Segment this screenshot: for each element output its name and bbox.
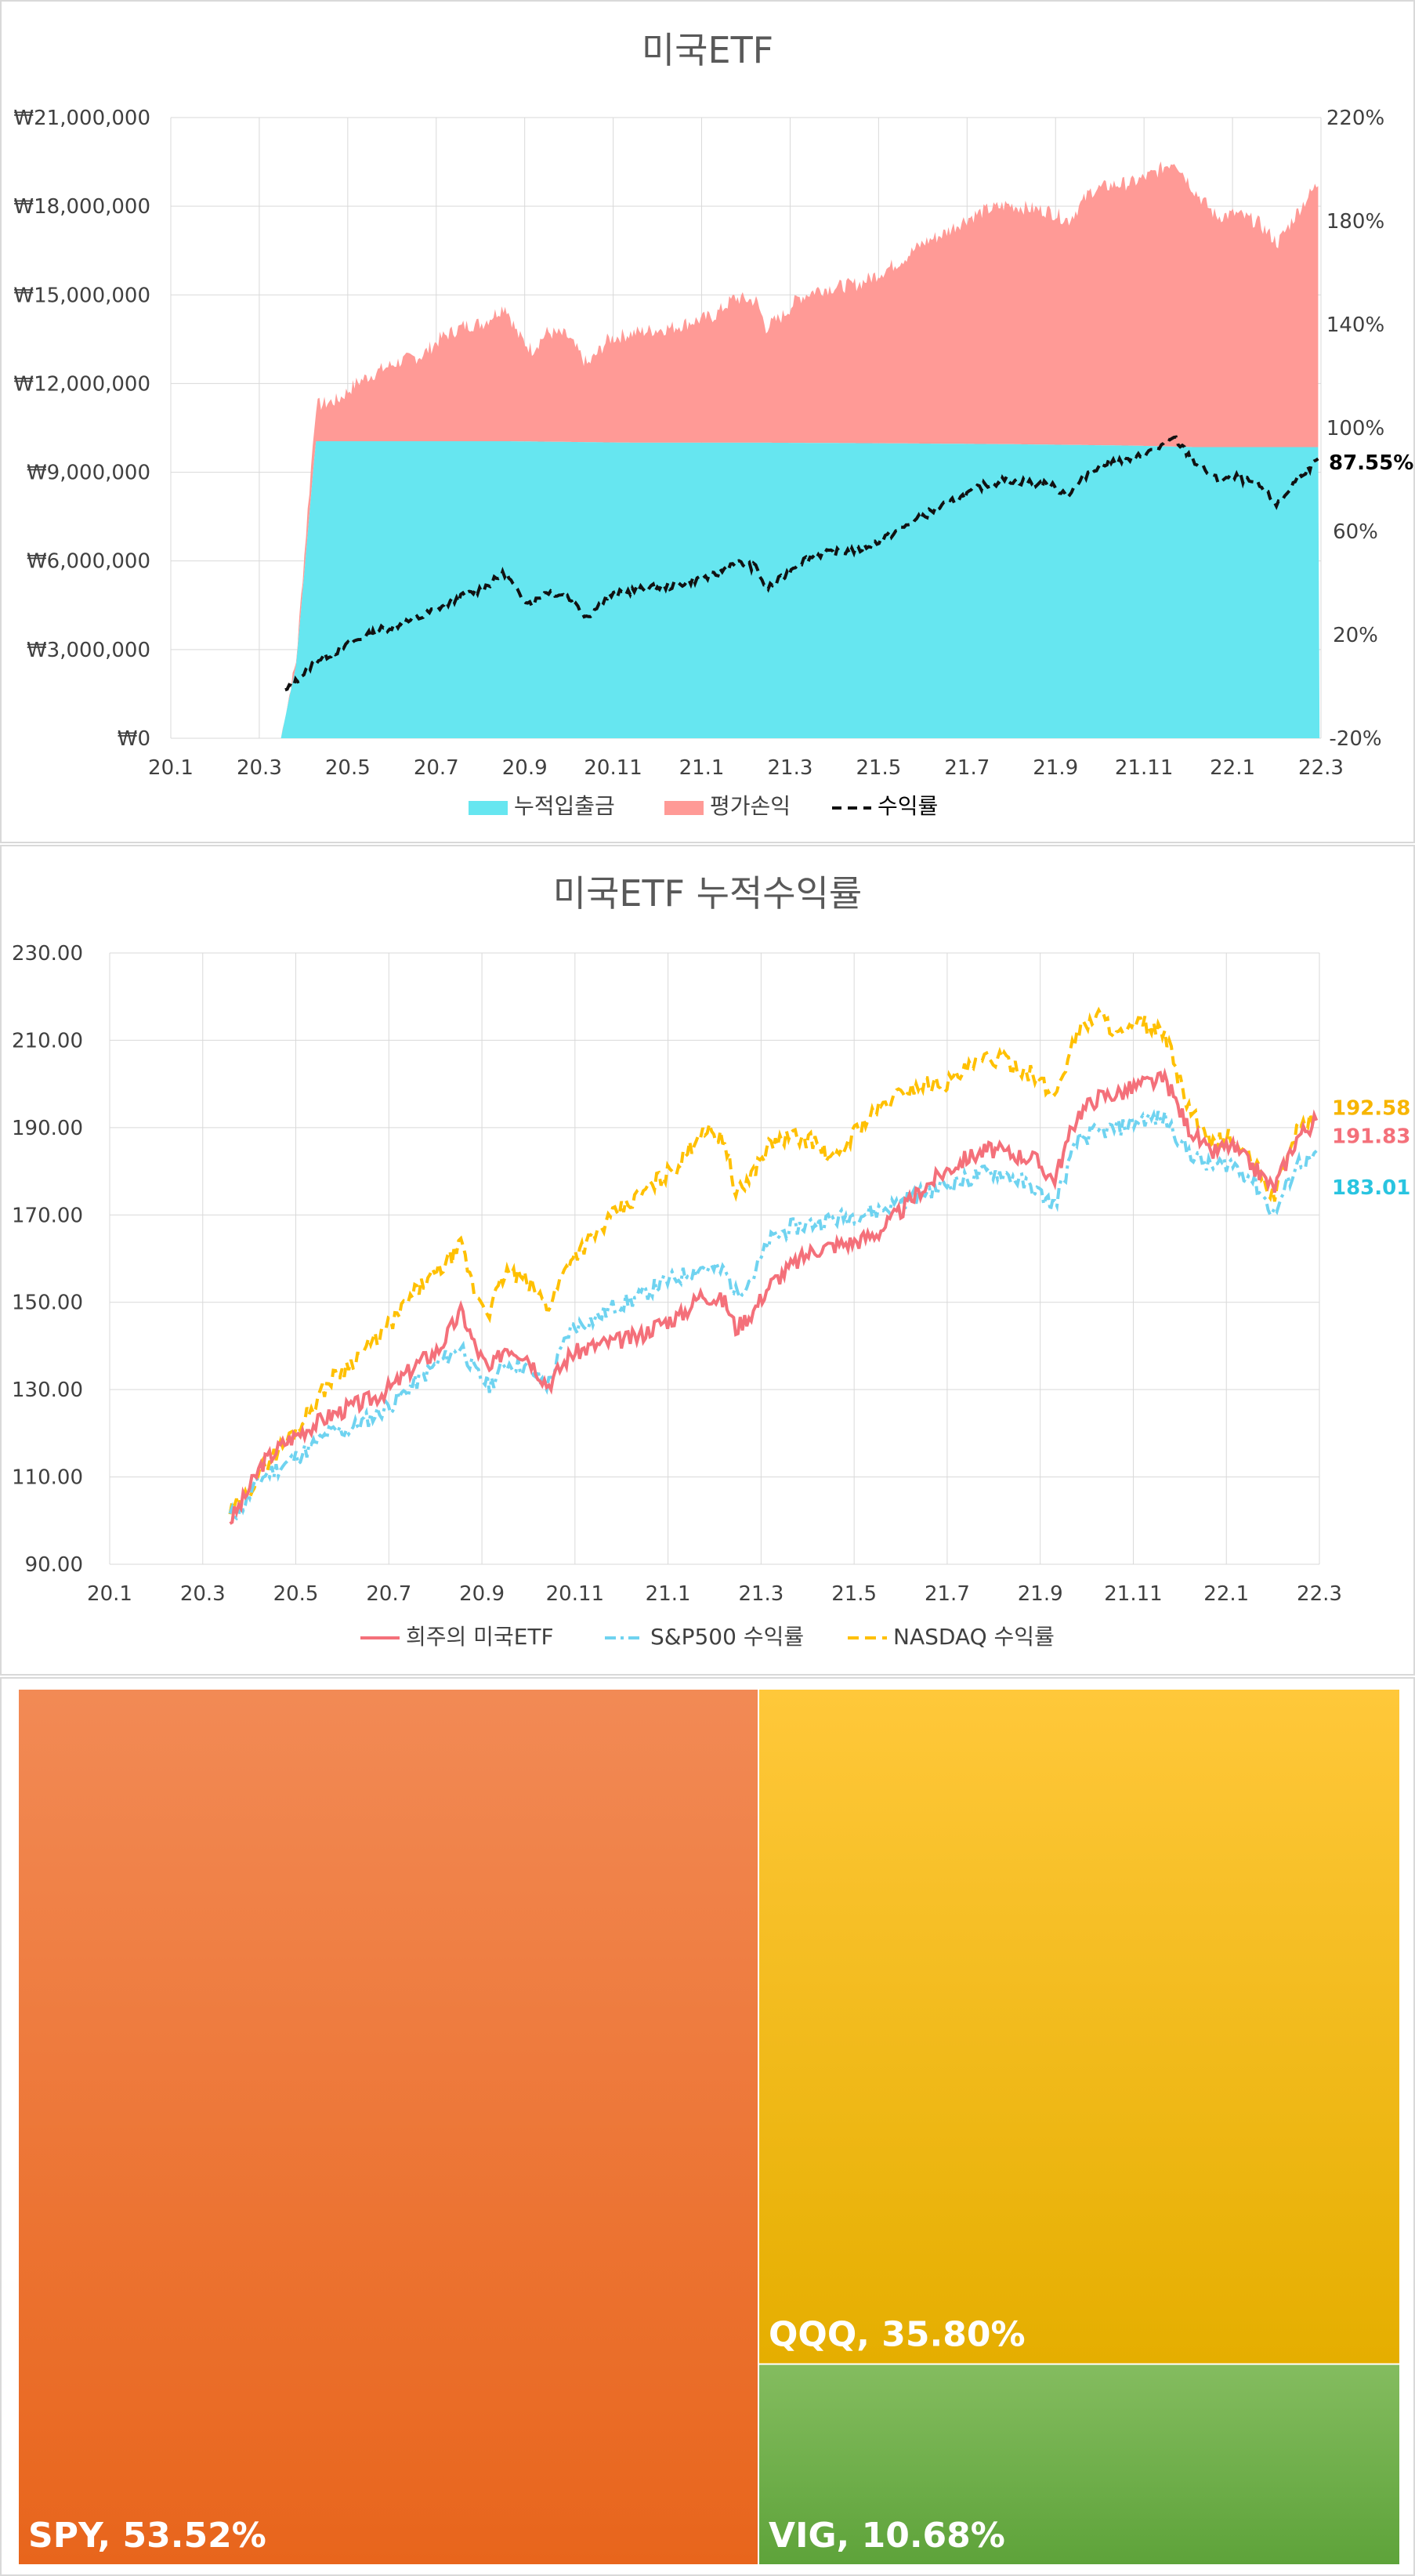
cumulative-return-line-chart: 미국ETF 누적수익률 90.00 110.00 130.00 150.00 170.00… <box>12 872 1410 1650</box>
allocation-treemap: SPY, 53.52% QQQ, 35.80% VIG, 10.68% <box>19 1690 1399 2564</box>
x-tick-label: 20.5 <box>325 756 371 780</box>
y-tick-label: ₩15,000,000 <box>13 284 150 307</box>
legend-swatch-gain <box>664 801 704 815</box>
y2-tick-label: 20% <box>1333 624 1378 647</box>
mine-end-label: 191.83 <box>1332 1125 1410 1149</box>
y-tick-label: ₩18,000,000 <box>13 195 150 219</box>
treemap-cell-spy <box>19 1690 758 2564</box>
y-tick-label: 150.00 <box>12 1292 83 1315</box>
y-tick-label: ₩0 <box>118 727 150 751</box>
y-tick-label: ₩21,000,000 <box>13 107 150 130</box>
x-tick-label: 21.7 <box>944 756 990 780</box>
return-rate-line <box>284 435 1319 692</box>
x-tick-label: 20.9 <box>502 756 548 780</box>
x-tick-label: 22.1 <box>1203 1582 1249 1606</box>
x-tick-label: 21.3 <box>738 1582 783 1606</box>
x-tick-label: 20.7 <box>366 1582 411 1606</box>
sp500-return-line <box>228 1109 1318 1521</box>
nasdaq-end-label: 192.58 <box>1332 1096 1410 1120</box>
treemap-cell-qqq <box>759 1690 1399 2364</box>
y-tick-label: ₩3,000,000 <box>27 639 150 662</box>
x-tick-label: 20.9 <box>459 1582 505 1606</box>
y-tick-label: 170.00 <box>12 1204 83 1227</box>
y-tick-label: ₩6,000,000 <box>27 550 150 574</box>
y2-tick-label: -20% <box>1329 727 1381 751</box>
x-tick-label: 21.9 <box>1033 756 1078 780</box>
x-tick-label: 20.3 <box>180 1582 226 1606</box>
x-tick-label: 21.11 <box>1115 756 1173 780</box>
gain-area <box>280 161 1319 738</box>
y2-tick-label: 220% <box>1326 107 1384 130</box>
x-tick-label: 21.5 <box>856 756 901 780</box>
cumulative-return-panel: 미국ETF 누적수익률 90.00 110.00 130.00 150.00 170.00… <box>0 845 1415 1676</box>
y2-tick-label: 60% <box>1333 520 1378 544</box>
x-tick-label: 21.3 <box>768 756 813 780</box>
chart-title: 미국ETF 누적수익률 <box>553 872 862 915</box>
treemap-cell-vig-label: VIG, 10.68% <box>769 2516 1005 2556</box>
treemap-cell-spy-label: SPY, 53.52% <box>28 2516 266 2556</box>
return-end-label: 87.55% <box>1329 451 1413 475</box>
x-tick-label: 20.11 <box>584 756 642 780</box>
x-tick-label: 20.5 <box>273 1582 319 1606</box>
x-tick-label: 20.3 <box>237 756 282 780</box>
legend-label-mine: 희주의 미국ETF <box>406 1624 554 1650</box>
y-tick-label: ₩12,000,000 <box>13 372 150 396</box>
x-tick-label: 21.1 <box>679 756 725 780</box>
x-tick-label: 21.1 <box>646 1582 691 1606</box>
y2-tick-label: 140% <box>1326 313 1384 337</box>
legend-label-nasdaq: NASDAQ 수익률 <box>893 1624 1055 1650</box>
x-tick-label: 21.5 <box>831 1582 877 1606</box>
x-tick-label: 21.9 <box>1018 1582 1063 1606</box>
x-tick-label: 22.1 <box>1210 756 1255 780</box>
x-tick-label: 20.7 <box>414 756 459 780</box>
y-tick-label: 130.00 <box>12 1379 83 1402</box>
legend-label-gain: 평가손익 <box>710 793 791 819</box>
x-tick-label: 22.3 <box>1297 1582 1342 1606</box>
nasdaq-return-line <box>228 1006 1318 1515</box>
x-tick-label: 21.11 <box>1104 1582 1162 1606</box>
x-tick-label: 20.1 <box>87 1582 132 1606</box>
allocation-treemap-panel: SPY, 53.52% QQQ, 35.80% VIG, 10.68% <box>0 1677 1415 2576</box>
x-tick-label: 21.7 <box>925 1582 970 1606</box>
y-tick-label: 190.00 <box>12 1117 83 1140</box>
legend-label-sp500: S&P500 수익률 <box>650 1624 804 1650</box>
sp500-end-label: 183.01 <box>1332 1176 1410 1200</box>
x-tick-label: 20.1 <box>148 756 194 780</box>
y-tick-label: 210.00 <box>12 1029 83 1053</box>
treemap-cell-qqq-label: QQQ, 35.80% <box>769 2315 1026 2355</box>
portfolio-area-chart: 미국ETF ₩0 ₩3,000,000 ₩6,000,000 ₩9,000,000 ₩12… <box>13 29 1413 819</box>
mine-return-line <box>229 1067 1319 1525</box>
legend-label-return: 수익률 <box>878 793 938 819</box>
legend-label-deposit: 누적입출금 <box>514 793 615 819</box>
deposit-area <box>280 441 1320 738</box>
legend-swatch-deposit <box>469 801 508 815</box>
y-tick-label: 230.00 <box>12 942 83 966</box>
treemap-cell-vig <box>759 2364 1399 2564</box>
y2-tick-label: 180% <box>1326 210 1384 234</box>
portfolio-chart-panel: 미국ETF ₩0 ₩3,000,000 ₩6,000,000 ₩9,000,000 ₩12… <box>0 0 1415 843</box>
x-tick-label: 20.11 <box>546 1582 604 1606</box>
y-tick-label: ₩9,000,000 <box>27 462 150 485</box>
y-tick-label: 110.00 <box>12 1466 83 1490</box>
x-tick-label: 22.3 <box>1298 756 1344 780</box>
chart-title: 미국ETF <box>642 29 773 71</box>
y2-tick-label: 100% <box>1326 417 1384 440</box>
y-tick-label: 90.00 <box>25 1553 83 1577</box>
